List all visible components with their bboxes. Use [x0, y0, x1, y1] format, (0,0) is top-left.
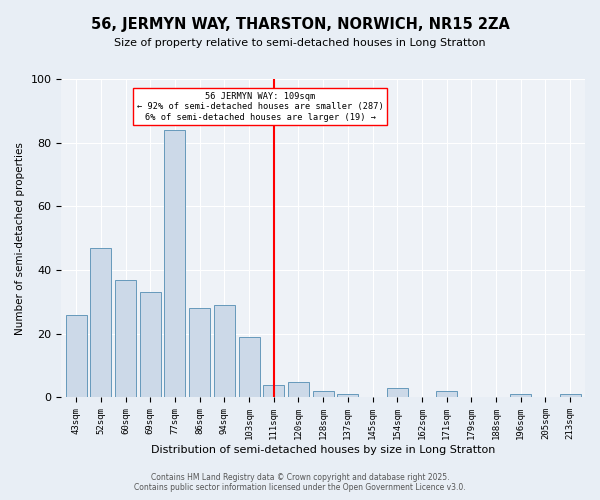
Bar — [91, 248, 112, 398]
Bar — [313, 391, 334, 398]
Text: 56 JERMYN WAY: 109sqm
← 92% of semi-detached houses are smaller (287)
6% of semi: 56 JERMYN WAY: 109sqm ← 92% of semi-deta… — [137, 92, 383, 122]
Bar — [263, 384, 284, 398]
Text: 56, JERMYN WAY, THARSTON, NORWICH, NR15 2ZA: 56, JERMYN WAY, THARSTON, NORWICH, NR15 … — [91, 18, 509, 32]
Bar — [387, 388, 408, 398]
Bar — [65, 314, 86, 398]
Text: Size of property relative to semi-detached houses in Long Stratton: Size of property relative to semi-detach… — [114, 38, 486, 48]
Bar — [436, 391, 457, 398]
Bar — [189, 308, 210, 398]
Text: Contains HM Land Registry data © Crown copyright and database right 2025.
Contai: Contains HM Land Registry data © Crown c… — [134, 473, 466, 492]
Bar — [288, 382, 309, 398]
Bar — [140, 292, 161, 398]
Bar — [115, 280, 136, 398]
Y-axis label: Number of semi-detached properties: Number of semi-detached properties — [15, 142, 25, 334]
Bar — [510, 394, 531, 398]
Bar — [560, 394, 581, 398]
Bar — [337, 394, 358, 398]
Bar — [239, 337, 260, 398]
Bar — [214, 305, 235, 398]
X-axis label: Distribution of semi-detached houses by size in Long Stratton: Distribution of semi-detached houses by … — [151, 445, 496, 455]
Bar — [164, 130, 185, 398]
